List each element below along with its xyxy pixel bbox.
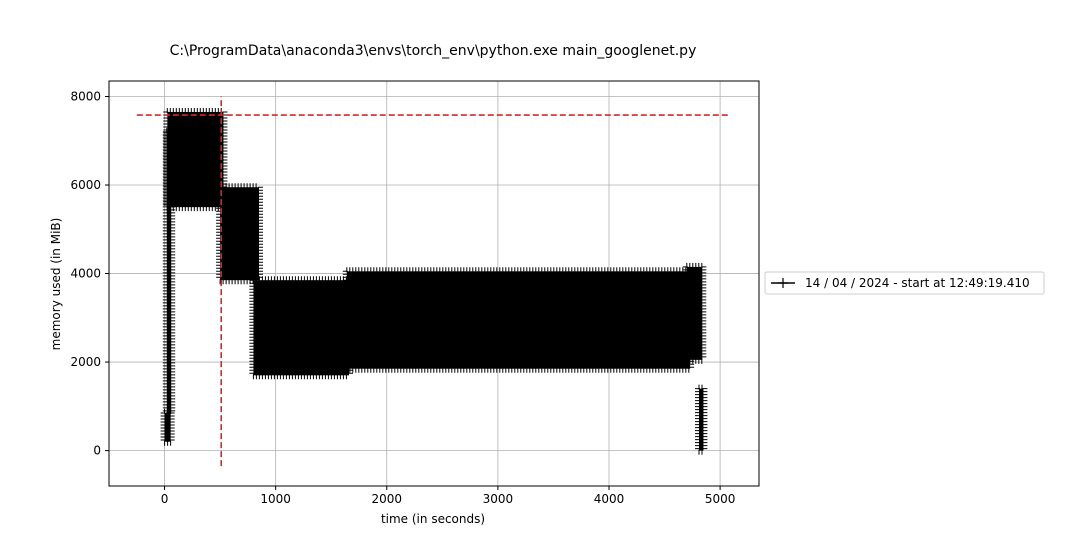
memory-range-block <box>220 187 259 281</box>
reference-lines <box>136 96 729 467</box>
x-tick-label: 0 <box>161 492 169 506</box>
memory-range-block <box>167 111 224 208</box>
legend-entry-label: 14 / 04 / 2024 - start at 12:49:19.410 <box>805 276 1030 290</box>
x-tick-label: 3000 <box>483 492 514 506</box>
plus-marker-fringe <box>682 262 707 364</box>
series-0 <box>160 108 708 455</box>
plus-marker-fringe <box>216 183 263 285</box>
series-layer <box>160 108 708 455</box>
memory-range-block <box>686 266 703 360</box>
plus-marker-fringe <box>163 108 228 212</box>
plus-marker-fringe <box>695 384 708 455</box>
memory-range-block <box>166 131 172 413</box>
y-tick-label: 6000 <box>70 178 101 192</box>
x-tick-label: 4000 <box>594 492 625 506</box>
memory-range-block <box>699 388 704 451</box>
y-tick-label: 0 <box>93 444 101 458</box>
legend: 14 / 04 / 2024 - start at 12:49:19.410 <box>764 271 1045 295</box>
x-tick-label: 2000 <box>372 492 403 506</box>
y-tick-label: 8000 <box>70 89 101 103</box>
legend-marker-swatch <box>778 278 788 288</box>
memory-range-block <box>253 280 349 376</box>
x-axis-label: time (in seconds) <box>381 512 485 526</box>
legend-frame <box>764 271 1045 295</box>
y-axis-label: memory used (in MiB) <box>49 218 63 351</box>
ticks: 0 1000 2000 3000 4000 5000 0 2000 4000 6000 8000 <box>70 89 735 506</box>
y-tick-label: 2000 <box>70 355 101 369</box>
memory-range-block <box>346 271 691 369</box>
x-tick-label: 1000 <box>260 492 291 506</box>
chart-title: C:\ProgramData\anaconda3\envs\torch_env\… <box>170 43 697 59</box>
y-tick-label: 4000 <box>70 267 101 281</box>
x-tick-label: 5000 <box>705 492 736 506</box>
memory-range-block <box>164 412 171 442</box>
plot-frame <box>108 80 760 487</box>
